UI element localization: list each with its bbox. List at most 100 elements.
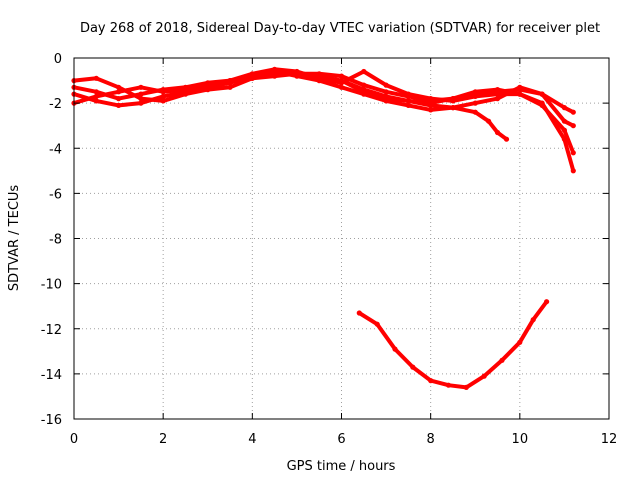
data-point	[160, 98, 166, 104]
data-point	[338, 78, 345, 84]
data-point	[494, 96, 501, 102]
data-point	[428, 98, 434, 104]
data-point	[463, 384, 469, 390]
x-tick-label: 12	[601, 432, 618, 447]
data-point	[428, 107, 434, 113]
data-point	[160, 93, 166, 99]
data-point	[428, 378, 434, 384]
data-point	[361, 87, 367, 93]
data-point	[450, 105, 456, 111]
data-point	[205, 80, 211, 86]
data-point	[392, 346, 398, 352]
data-point	[383, 93, 389, 99]
data-point	[116, 84, 122, 90]
data-point	[383, 98, 389, 104]
y-tick-label: -8	[49, 233, 62, 248]
x-tick-label: 0	[70, 432, 78, 447]
y-tick-label: -14	[41, 368, 62, 383]
data-point	[338, 84, 345, 90]
data-point	[428, 102, 434, 108]
data-point	[539, 91, 545, 97]
data-point	[499, 357, 505, 363]
data-point	[570, 150, 576, 156]
data-point	[374, 321, 380, 327]
data-point	[93, 93, 99, 99]
data-point	[160, 87, 166, 93]
grid	[73, 57, 610, 420]
plot-area	[71, 66, 576, 390]
y-tick-label: 0	[54, 52, 62, 67]
series-sat-c	[72, 67, 576, 173]
data-point	[227, 78, 233, 84]
data-point	[570, 109, 576, 115]
data-point	[517, 91, 523, 97]
data-point	[138, 84, 144, 90]
y-tick-labels: 0 -2 -4 -6 -8 -10 -12 -14 -16	[41, 52, 62, 428]
data-point	[539, 102, 545, 108]
x-tick-label: 4	[248, 432, 256, 447]
data-point	[383, 89, 389, 95]
chart-title: Day 268 of 2018, Sidereal Day-to-day VTE…	[80, 21, 600, 36]
data-point	[116, 89, 122, 95]
data-point	[561, 105, 568, 111]
data-point	[356, 310, 362, 316]
series-sat-b	[72, 69, 576, 128]
y-tick-label: -4	[49, 142, 62, 157]
data-point	[405, 98, 411, 104]
x-axis-label: GPS time / hours	[287, 459, 396, 474]
data-point	[361, 91, 367, 97]
data-point	[316, 75, 322, 81]
data-point	[361, 82, 367, 88]
data-point	[116, 102, 122, 108]
data-point	[410, 364, 416, 370]
data-point	[517, 84, 523, 90]
data-point	[405, 102, 411, 108]
data-point	[383, 82, 389, 88]
data-point	[138, 100, 144, 106]
series-sat-e	[339, 78, 509, 142]
data-point	[486, 118, 492, 124]
x-tick-label: 6	[337, 432, 345, 447]
data-point	[570, 168, 576, 174]
data-point	[445, 382, 452, 388]
data-point	[93, 98, 99, 104]
data-point	[494, 87, 501, 93]
data-point	[450, 96, 456, 102]
data-point	[361, 68, 367, 75]
y-axis-label: SDTVAR / TECUs	[7, 185, 22, 292]
data-point	[472, 109, 478, 115]
data-point	[249, 75, 255, 81]
y-tick-label: -6	[49, 187, 62, 202]
x-tick-label: 8	[427, 432, 435, 447]
data-point	[316, 71, 322, 77]
data-point	[182, 84, 189, 90]
data-point	[294, 71, 300, 77]
data-point	[93, 75, 99, 81]
data-point	[272, 66, 278, 72]
data-point	[530, 317, 536, 323]
data-point	[249, 71, 255, 77]
data-point	[338, 73, 345, 79]
data-point	[93, 89, 99, 95]
data-point	[472, 93, 478, 99]
data-point	[544, 299, 550, 305]
data-point	[138, 96, 144, 102]
data-point	[517, 339, 523, 345]
x-tick-labels: 0 2 4 6 8 10 12	[70, 432, 617, 447]
data-point	[472, 100, 478, 106]
series-sat-f	[357, 299, 549, 390]
data-point	[405, 93, 411, 99]
data-point	[494, 129, 501, 136]
y-tick-label: -12	[41, 323, 62, 338]
data-point	[503, 136, 510, 142]
data-point	[116, 96, 122, 102]
data-point	[494, 91, 501, 97]
x-tick-label: 2	[159, 432, 167, 447]
data-point	[570, 123, 576, 129]
data-point	[561, 118, 568, 124]
series-sat-d	[72, 71, 576, 155]
y-tick-label: -2	[49, 97, 62, 112]
data-point	[561, 127, 568, 133]
y-tick-label: -10	[41, 278, 62, 293]
